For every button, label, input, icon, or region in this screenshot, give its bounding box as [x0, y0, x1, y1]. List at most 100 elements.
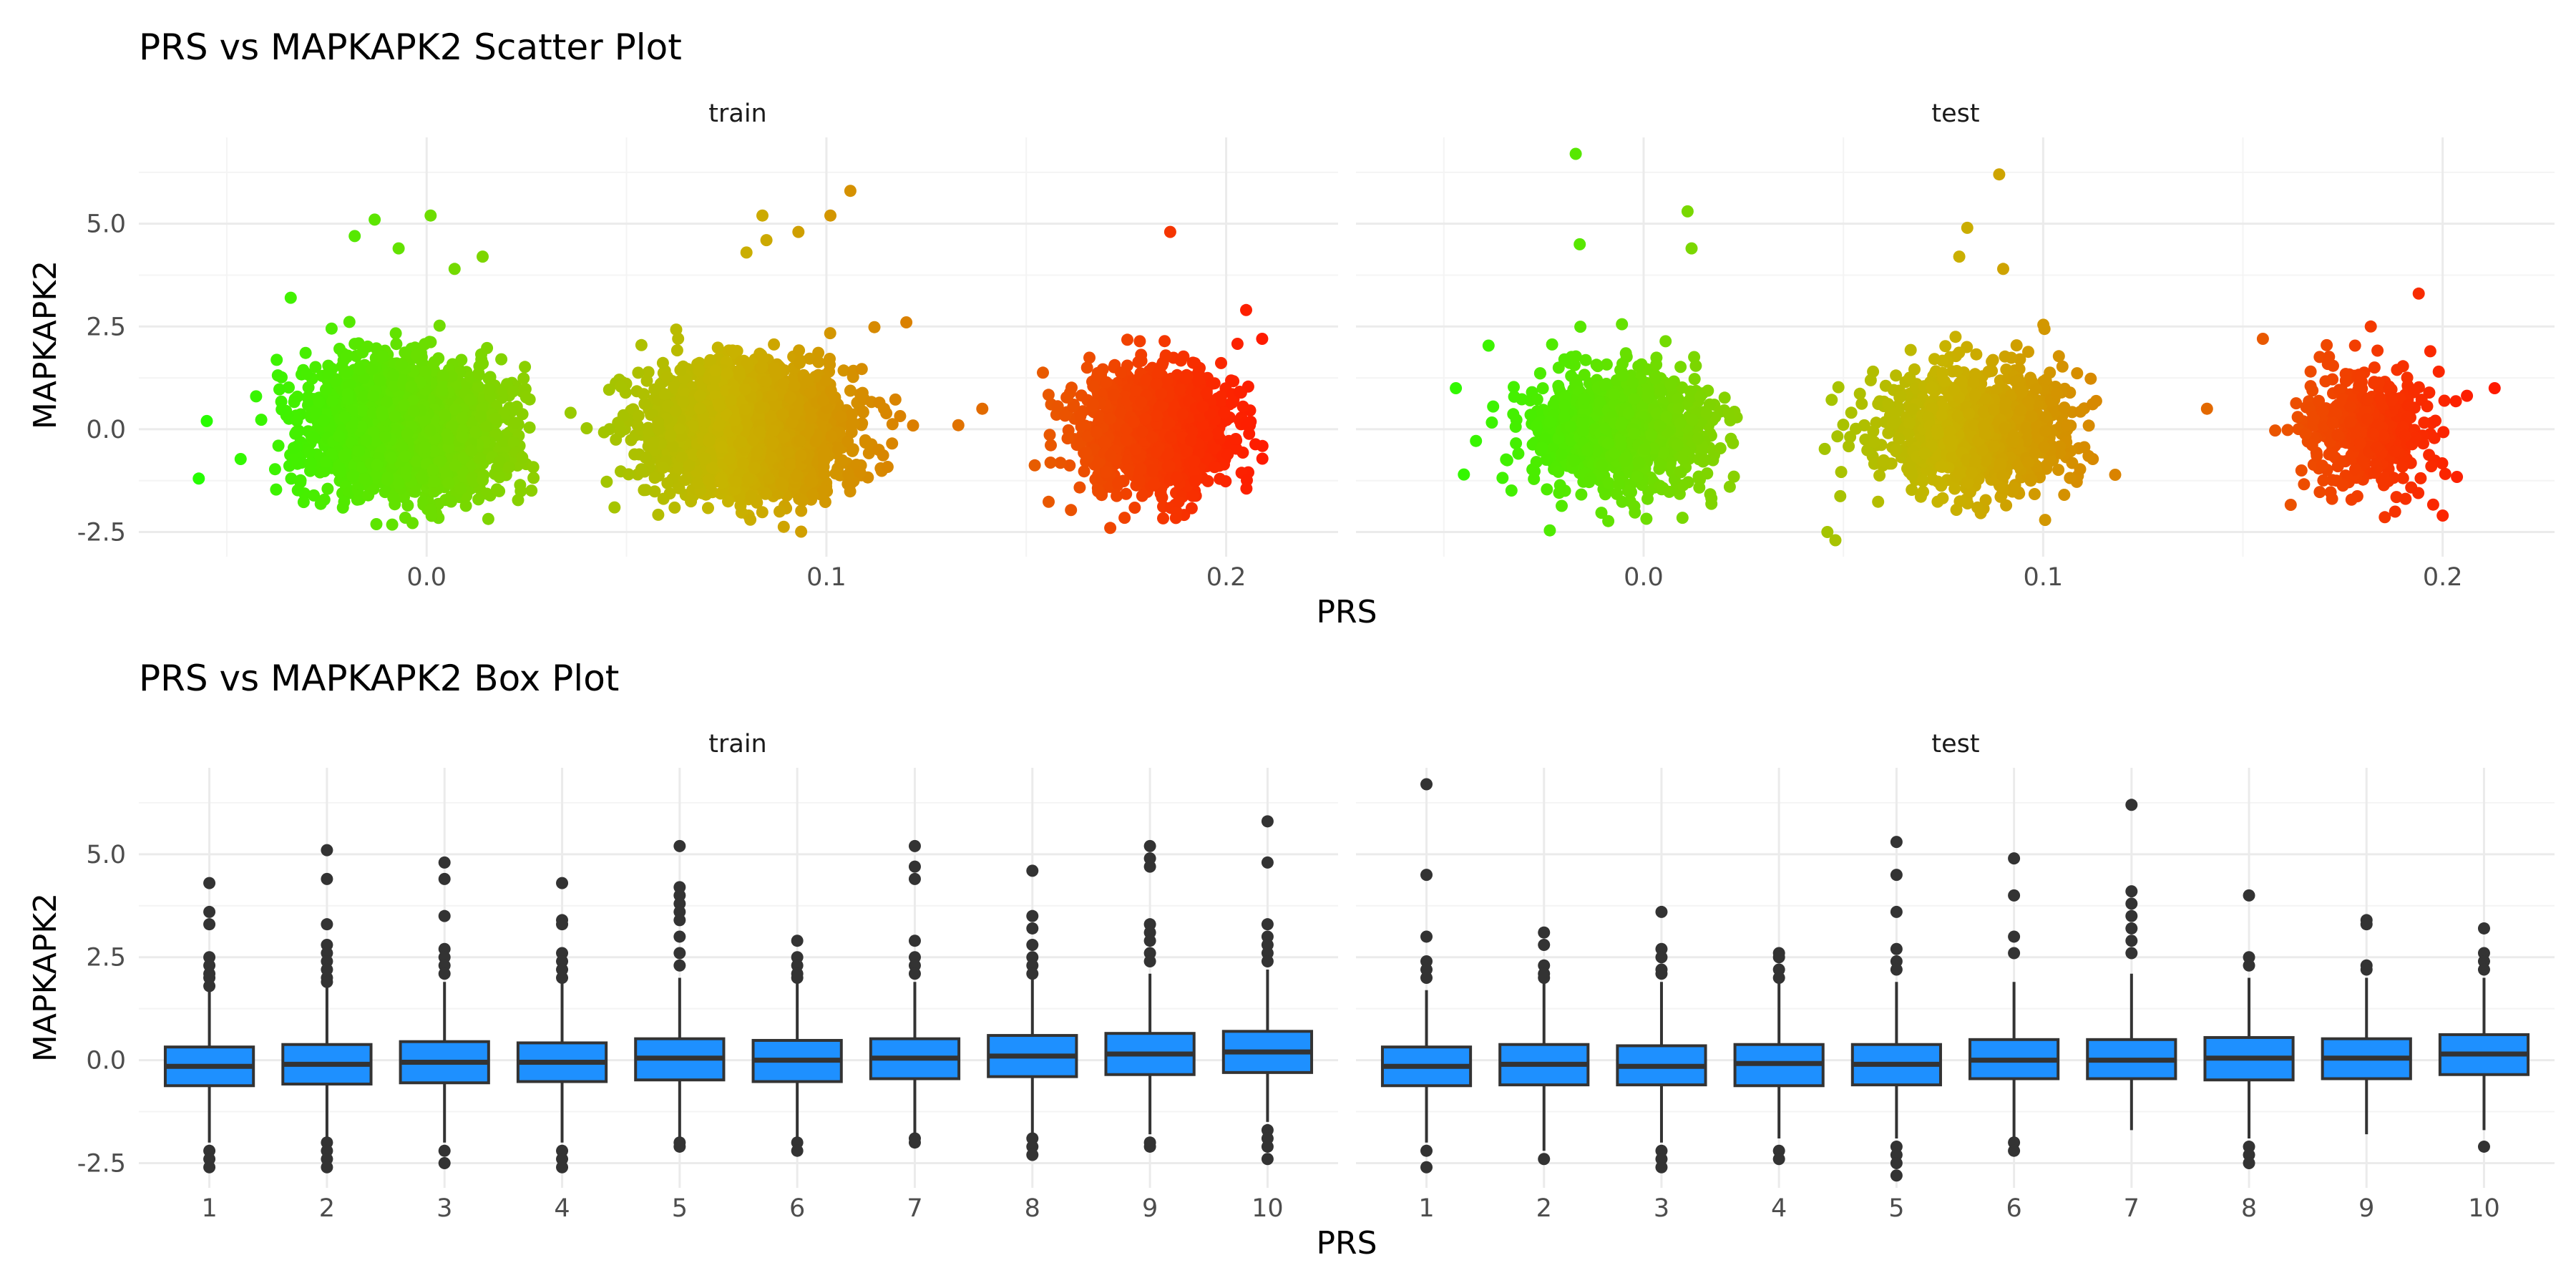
scatter-point [299, 346, 312, 359]
scatter-point [481, 341, 494, 354]
scatter-point [341, 351, 353, 364]
scatter-point [250, 390, 263, 403]
scatter-point [674, 364, 687, 376]
scatter-point [416, 472, 429, 485]
scatter-point [482, 512, 494, 525]
scatter-point [319, 455, 332, 468]
scatter-point [685, 495, 698, 508]
scatter-point [386, 518, 399, 531]
scatter-point [436, 384, 448, 396]
scatter-point [374, 374, 386, 387]
scatter-point [744, 513, 757, 526]
scatter-point [405, 380, 417, 393]
scatter-point [390, 338, 403, 351]
scatter-point [318, 493, 331, 506]
scatter-panel-train: 0.0 0.1 0.2 [139, 137, 1338, 592]
scatter-point [442, 432, 455, 445]
scatter-point [846, 444, 859, 457]
scatter-point [270, 353, 283, 366]
scatter-point [716, 472, 728, 484]
scatter-point [255, 414, 268, 426]
scatter-point [303, 447, 316, 459]
scatter-point [721, 367, 733, 380]
scatter-point [502, 461, 515, 474]
scatter-point [490, 483, 503, 496]
scatter-point [321, 482, 334, 495]
scatter-point [477, 357, 489, 370]
scatter-point [836, 454, 849, 467]
scatter-point [648, 383, 661, 396]
scatter-point [507, 385, 519, 398]
scatter-point [449, 459, 462, 472]
scatter-point [661, 477, 674, 489]
scatter-point [318, 414, 330, 427]
scatter-point [399, 449, 411, 462]
scatter-point [635, 338, 648, 351]
scatter-point [297, 496, 310, 509]
scatter-point [445, 495, 457, 508]
scatter-point [856, 386, 869, 399]
scatter-point [525, 484, 538, 497]
scatter-point [381, 471, 394, 484]
scatter-point [777, 520, 790, 533]
scatter-point [419, 338, 431, 351]
scatter-point [656, 356, 669, 369]
scatter-point [768, 338, 781, 351]
scatter-point [356, 346, 369, 358]
scatter-point [454, 482, 467, 495]
scatter-point [639, 452, 652, 464]
scatter-point [519, 361, 532, 374]
scatter-point [456, 411, 469, 424]
scatter-point [824, 353, 836, 365]
scatter-point [483, 383, 496, 396]
scatter-point [834, 411, 847, 423]
scatter-point [439, 409, 452, 421]
scatter-point [465, 444, 478, 457]
scatter-point [812, 356, 825, 369]
scatter-point [313, 396, 326, 408]
scatter-point [702, 502, 714, 514]
scatter-point [367, 389, 379, 402]
scatter-point [301, 368, 313, 381]
scatter-point [472, 367, 485, 380]
scatter-point [326, 395, 338, 408]
scatter-point [308, 489, 321, 502]
scatter-point [291, 457, 304, 470]
scatter-point [386, 369, 399, 381]
scatter-point [424, 424, 436, 436]
scatter-point [692, 477, 705, 489]
scatter-point [358, 473, 371, 485]
scatter-point [610, 433, 623, 446]
scatter-point [889, 393, 902, 406]
scatter-point [512, 494, 525, 507]
scatter-point [726, 344, 739, 357]
scatter-point [516, 451, 529, 464]
scatter-point [489, 412, 502, 425]
scatter-point [271, 369, 284, 382]
scatter-point [640, 484, 653, 497]
scatter-point [407, 405, 420, 418]
scatter-point [829, 467, 842, 480]
scatter-point [356, 404, 369, 417]
scatter-point [376, 350, 389, 363]
scatter-point [308, 431, 321, 444]
scatter-point [353, 363, 366, 376]
scatter-point [341, 388, 354, 400]
scatter-strip-train: train [708, 99, 766, 128]
scatter-chart: PRS vs MAPKAPK2 Scatter Plot train test … [27, 26, 2555, 630]
scatter-point [527, 472, 540, 484]
scatter-point [734, 499, 747, 512]
scatter-point [270, 483, 283, 496]
scatter-strip-test: test [1931, 99, 1979, 128]
scatter-point [304, 457, 317, 469]
scatter-point [477, 474, 489, 487]
scatter-point [907, 419, 919, 432]
scatter-point [602, 384, 615, 396]
scatter-point [428, 356, 441, 369]
scatter-point [409, 485, 421, 498]
scatter-point [628, 448, 641, 461]
scatter-point [290, 426, 303, 438]
scatter-point [436, 369, 449, 382]
scatter-point [791, 469, 804, 482]
